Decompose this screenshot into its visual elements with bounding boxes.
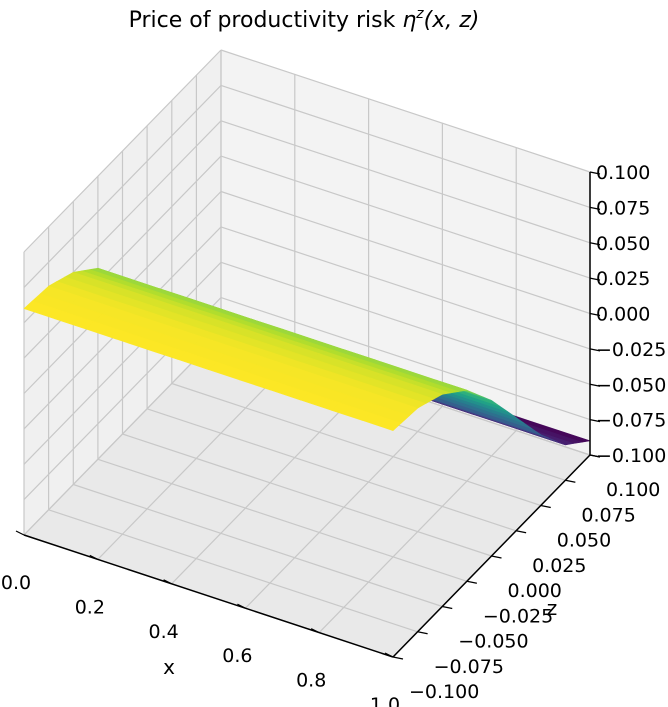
grid-back-eta	[220, 49, 591, 173]
grid-floor-z	[171, 382, 541, 507]
x-axis-label: x	[163, 655, 175, 679]
y-axis-label: z	[547, 596, 558, 620]
z-tick-label: −0.025	[483, 605, 553, 627]
z-tick	[442, 605, 453, 610]
grid-back-eta	[220, 155, 591, 279]
z-tick-label: −0.075	[434, 656, 504, 678]
axes-lines	[15, 171, 601, 660]
eta-tick-label: −0.100	[596, 445, 666, 467]
z-tick	[392, 656, 404, 660]
eta-tick-label: −0.025	[596, 339, 666, 361]
chart-title: Price of productivity risk ηz(x, z)	[129, 6, 480, 33]
eta-tick-label: 0.025	[596, 268, 650, 290]
title-eta: η	[402, 8, 416, 33]
grid-left-eta	[23, 49, 222, 253]
surface-plot	[23, 267, 591, 446]
z-tick-label: 0.050	[557, 530, 611, 552]
x-tick-label: 0.2	[75, 596, 105, 618]
z-tick	[540, 504, 551, 509]
x-tick-label: 0.0	[1, 572, 31, 594]
z-tick	[516, 530, 527, 534]
grid-left-eta	[23, 261, 222, 465]
x-tick-label: 0.6	[222, 645, 252, 667]
z-tick-label: −0.050	[458, 631, 528, 653]
grid-back-eta	[220, 190, 591, 315]
eta-tick	[589, 277, 601, 281]
z-tick-label: −0.100	[409, 681, 479, 703]
x-axis-line	[23, 534, 394, 658]
eta-tick	[589, 242, 601, 246]
tick-labels: 0.0 0.2 0.4 0.6 0.8 1.0 −0.100 −0.075 −0.050 −0.0…	[1, 162, 666, 707]
x-tick-label: 0.8	[296, 670, 326, 692]
z-tick-label: 0.025	[532, 555, 586, 577]
x-tick	[384, 652, 394, 658]
grid-back-eta	[220, 261, 591, 385]
z-tick	[466, 580, 477, 584]
grid-left-eta	[23, 155, 222, 359]
x-tick	[89, 554, 99, 560]
grid-back-eta	[220, 120, 591, 244]
grid-floor-z	[48, 509, 418, 633]
grid-floor-z	[73, 483, 443, 608]
grid-floor-z	[122, 433, 492, 557]
z-tick-label: 0.100	[606, 479, 660, 501]
z-tick-label: 0.000	[508, 580, 562, 602]
grid-left-eta	[23, 84, 222, 288]
grid-floor-z	[146, 408, 517, 532]
x-tick	[310, 628, 320, 634]
z-tick	[491, 555, 502, 559]
eta-tick	[589, 312, 601, 317]
x-tick-label: 0.4	[148, 621, 178, 643]
eta-tick-label: 0.050	[596, 233, 650, 255]
eta-tick	[589, 206, 601, 210]
eta-tick-label: 0.000	[596, 304, 650, 326]
surface-patch	[23, 300, 64, 320]
title-sup: z	[415, 6, 424, 22]
grid-back-eta	[220, 297, 591, 421]
grid-left-eta	[23, 332, 222, 536]
x-tick-label: 1.0	[370, 694, 400, 707]
eta-tick	[589, 383, 601, 387]
eta-tick-label: 0.100	[596, 162, 650, 184]
grid-floor-z	[97, 458, 468, 582]
z-tick	[565, 479, 576, 483]
grid-back-eta	[220, 84, 591, 208]
eta-tick	[589, 171, 601, 175]
eta-tick-label: −0.075	[596, 410, 666, 432]
eta-tick	[589, 454, 601, 458]
eta-tick-label: −0.050	[596, 374, 666, 396]
x-tick	[163, 579, 172, 585]
x-tick	[15, 530, 25, 536]
z-tick	[417, 631, 428, 635]
grid-back-eta	[220, 226, 591, 350]
z-tick-label: 0.075	[581, 504, 635, 526]
eta-tick	[589, 348, 601, 352]
eta-tick-label: 0.075	[596, 197, 650, 219]
x-tick	[237, 603, 246, 609]
title-args: (x, z)	[424, 8, 480, 33]
title-prefix: Price of productivity risk	[129, 8, 403, 33]
eta-tick	[589, 419, 601, 423]
